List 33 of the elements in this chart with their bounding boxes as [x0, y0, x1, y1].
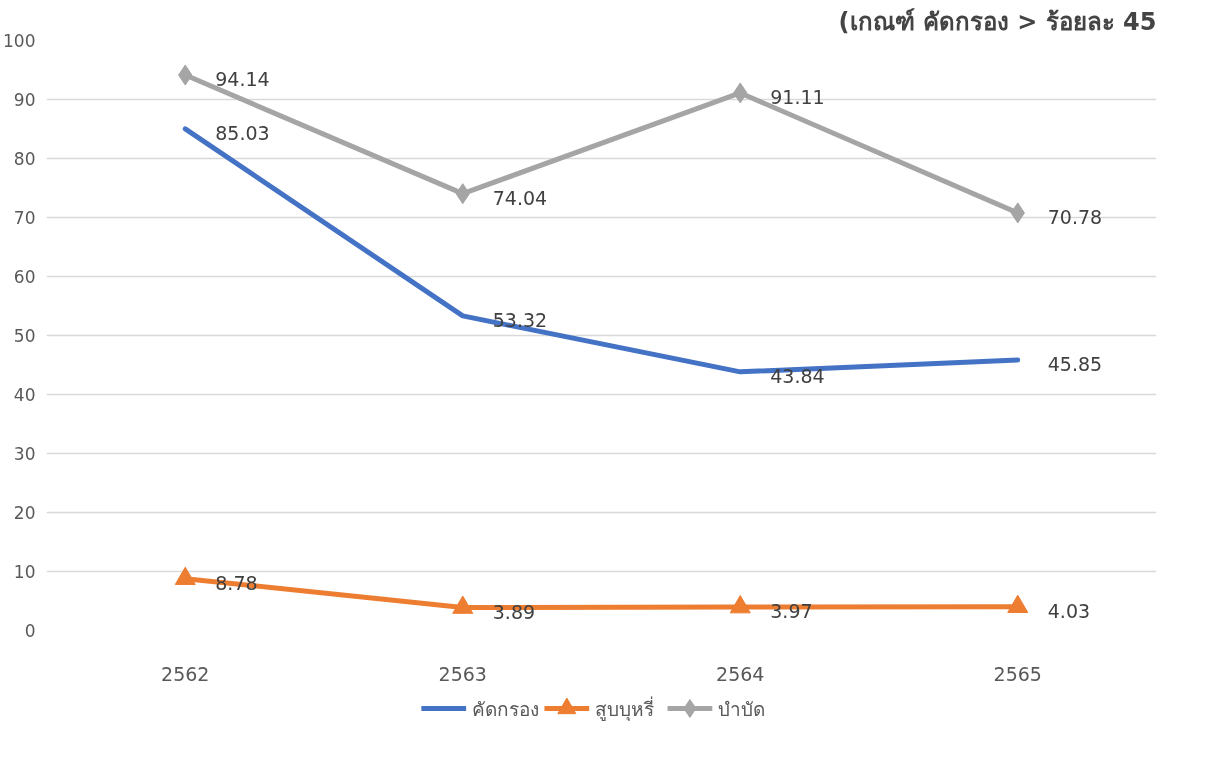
data-label: 43.84	[770, 364, 825, 387]
y-tick-label: 80	[13, 149, 36, 169]
y-tick-label: 20	[13, 503, 36, 523]
y-tick-label: 100	[3, 31, 36, 51]
x-tick-label: 2564	[716, 662, 765, 685]
data-label: 70.78	[1047, 205, 1103, 228]
y-tick-label: 40	[13, 385, 36, 405]
legend-label: สูบบุหรี่	[594, 695, 654, 722]
y-tick-label: 50	[13, 326, 36, 346]
data-label: 53.32	[492, 308, 548, 331]
x-tick-label: 2562	[161, 662, 210, 685]
y-tick-label: 10	[13, 562, 36, 582]
x-tick-label: 2565	[993, 662, 1042, 685]
data-label: 85.03	[215, 121, 270, 144]
data-label: 94.14	[215, 68, 270, 91]
y-tick-label: 70	[13, 208, 36, 228]
point	[729, 595, 751, 614]
legend-label: บำบัด	[717, 697, 765, 720]
y-tick-label: 30	[13, 444, 36, 464]
point	[1007, 594, 1029, 613]
chart-title: (เกณฑ์ คัดกรอง > ร้อยละ 45	[838, 7, 1157, 36]
y-tick-label: 90	[13, 90, 36, 110]
y-tick-label: 0	[24, 621, 36, 641]
data-label: 74.04	[492, 186, 548, 209]
y-tick-label: 60	[13, 267, 36, 287]
point	[452, 595, 474, 614]
data-label: 45.85	[1047, 352, 1103, 375]
point	[174, 566, 196, 585]
data-label: 91.11	[770, 85, 825, 108]
data-label: 4.03	[1047, 599, 1091, 622]
x-tick-label: 2563	[438, 662, 487, 685]
legend-label: คัดกรอง	[471, 697, 539, 720]
data-label: 8.78	[215, 571, 258, 594]
